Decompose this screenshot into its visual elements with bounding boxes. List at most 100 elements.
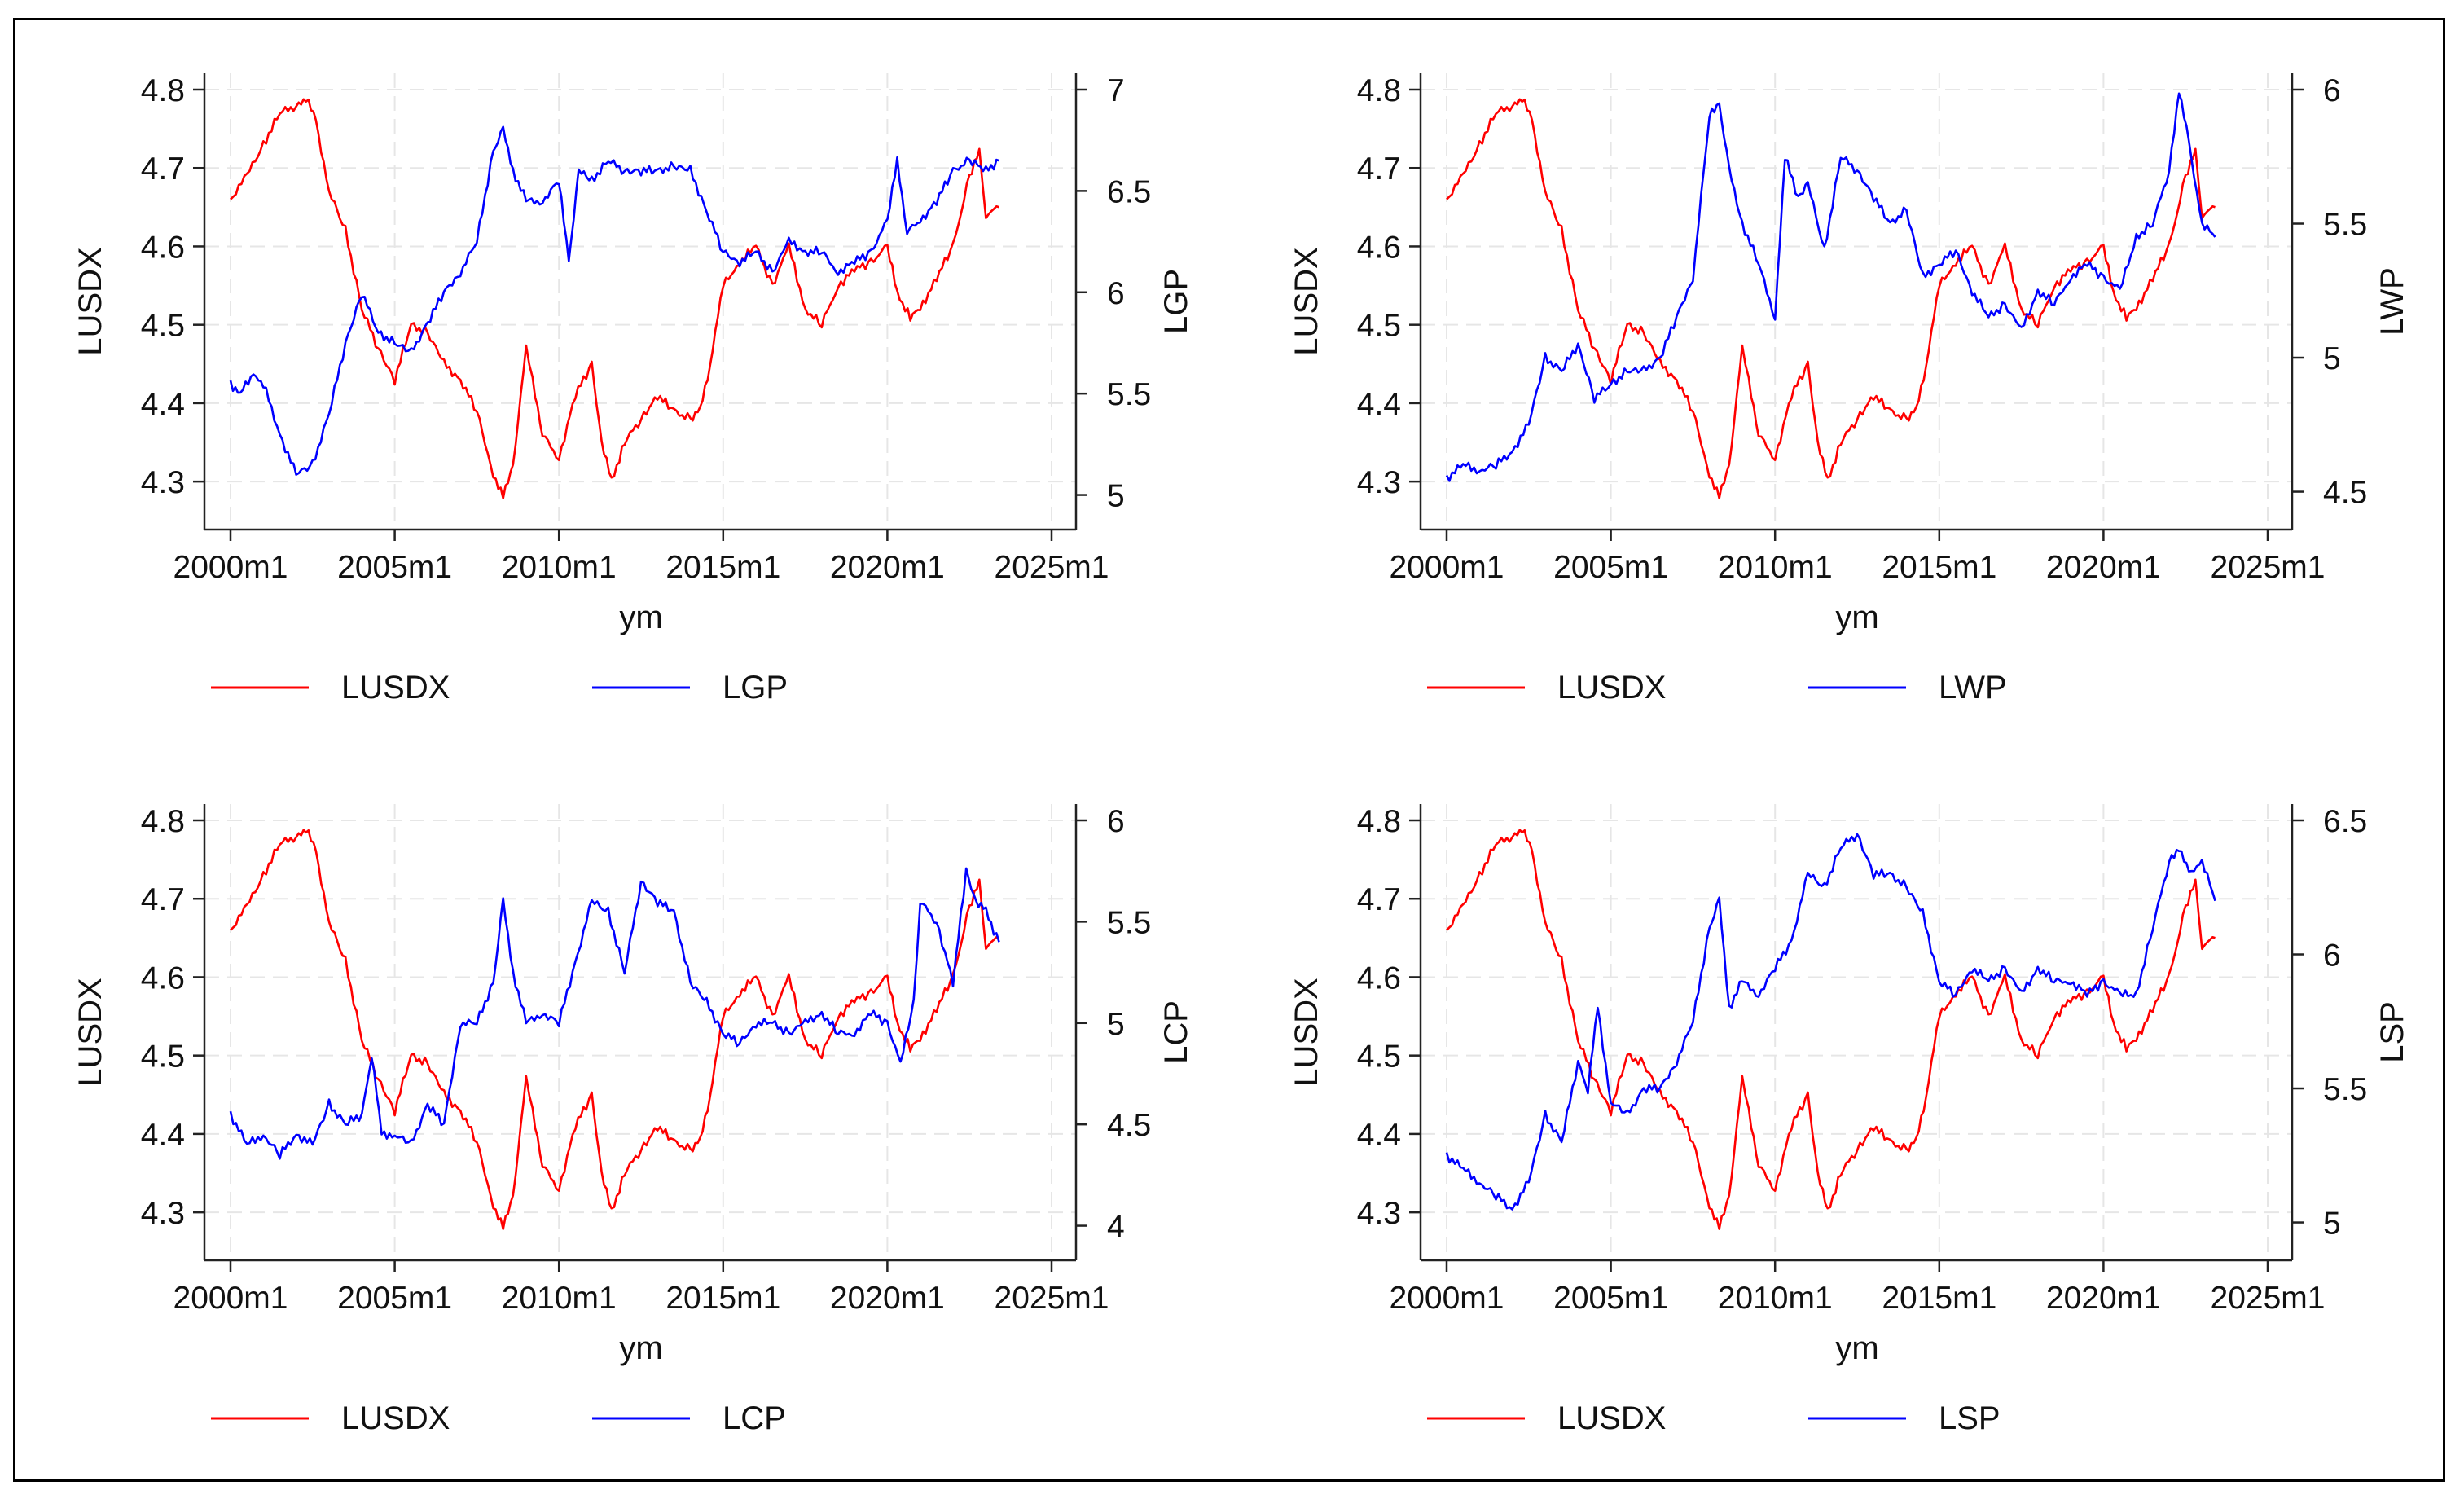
chart-panel-lcp: 4.3 4.4 4.5 4.6 4.7 4.8 4 4.5 5 5.5 6 2000m1 2005m1 2… (15, 751, 1232, 1484)
series-line-lsp (1445, 833, 2216, 1211)
chart-svg: 4.3 4.4 4.5 4.6 4.7 4.8 4 4.5 5 5.5 6 2000m1 2005m1 2… (72, 804, 1194, 1436)
legend: LUSDX LCP (211, 1400, 786, 1436)
legend-label-lusdx: LUSDX (341, 670, 450, 706)
y-left-tick-label: 4.4 (141, 1118, 185, 1153)
y-right-tick-label: 6 (2323, 73, 2341, 108)
x-axis-title: ym (1835, 600, 1878, 635)
y-right-tick-label: 5.5 (1107, 377, 1151, 412)
y-axis-right-title: LGP (1158, 269, 1194, 334)
y-right-tick-label: 6.5 (2323, 804, 2367, 839)
series-line-lusdx (1446, 829, 2216, 1230)
x-tick-label: 2025m1 (2211, 550, 2326, 585)
y-left-tick-label: 4.6 (1357, 961, 1401, 996)
y-right-tick-label: 5.5 (2323, 1072, 2367, 1107)
legend-label-lwp: LWP (1939, 670, 2007, 706)
y-left-tick-label: 4.4 (141, 387, 185, 422)
gridlines (204, 804, 1076, 1260)
x-tick-label: 2020m1 (2046, 1281, 2161, 1316)
legend-label-lcp: LCP (723, 1400, 786, 1436)
chart-svg: 4.3 4.4 4.5 4.6 4.7 4.8 5 5.5 6 6.5 7 2000m1 2005m1 2… (72, 73, 1194, 706)
legend-label-lusdx: LUSDX (1557, 670, 1666, 706)
y-left-tick-label: 4.3 (141, 465, 185, 500)
y-axis-right-title: LSP (2374, 1001, 2410, 1063)
y-left-tick-label: 4.3 (1357, 1196, 1401, 1231)
chart-panel-lgp: 4.3 4.4 4.5 4.6 4.7 4.8 5 5.5 6 6.5 7 2000m1 2005m1 2… (15, 20, 1232, 754)
legend-label-lusdx: LUSDX (341, 1400, 450, 1436)
x-axis-title: ym (619, 600, 662, 635)
x-tick-label: 2010m1 (1718, 550, 1833, 585)
y-axis-left-title: LUSDX (72, 978, 108, 1086)
x-tick-label: 2020m1 (830, 550, 945, 585)
y-left-tick-label: 4.8 (1357, 804, 1401, 839)
chart-svg: 4.3 4.4 4.5 4.6 4.7 4.8 5 5.5 6 6.5 2000m1 2005m1 20… (1289, 804, 2410, 1436)
y-axis-left-title: LUSDX (1289, 247, 1324, 355)
chart-panel-lsp: 4.3 4.4 4.5 4.6 4.7 4.8 5 5.5 6 6.5 2000m1 2005m1 20… (1232, 751, 2448, 1484)
x-tick-label: 2000m1 (173, 1281, 288, 1316)
y-left-tick-label: 4.5 (141, 309, 185, 344)
gridlines (1421, 73, 2292, 530)
y-left-tick-label: 4.7 (141, 882, 185, 917)
series-line-lusdx (230, 98, 999, 499)
y-left-tick-label: 4.4 (1357, 387, 1401, 422)
y-left-tick-label: 4.8 (141, 804, 185, 839)
x-tick-label: 2010m1 (502, 550, 617, 585)
y-right-tick-label: 4.5 (2323, 476, 2367, 511)
y-left-tick-label: 4.4 (1357, 1118, 1401, 1153)
y-axis-left-title: LUSDX (1289, 978, 1324, 1086)
y-left-tick-label: 4.7 (141, 152, 185, 187)
x-tick-label: 2015m1 (1882, 550, 1996, 585)
legend: LUSDX LWP (1427, 670, 2007, 706)
y-left-tick-label: 4.5 (141, 1040, 185, 1075)
legend-label-lsp: LSP (1939, 1400, 2001, 1436)
chart-svg: 4.3 4.4 4.5 4.6 4.7 4.8 4.5 5 5.5 6 2000m1 2005m1 20… (1289, 73, 2410, 706)
y-right-tick-label: 5.5 (2323, 208, 2367, 243)
legend-label-lusdx: LUSDX (1557, 1400, 1666, 1436)
x-axis-title: ym (1835, 1330, 1878, 1366)
x-tick-label: 2000m1 (1390, 1281, 1504, 1316)
series-line-lusdx (1446, 98, 2216, 499)
y-left-tick-label: 4.6 (1357, 230, 1401, 265)
legend-label-lgp: LGP (723, 670, 788, 706)
y-right-tick-label: 6.5 (1107, 174, 1151, 209)
y-left-tick-label: 4.6 (141, 961, 185, 996)
x-tick-label: 2005m1 (337, 1281, 452, 1316)
series-line-lgp (229, 125, 999, 476)
y-right-tick-label: 5 (2323, 1207, 2341, 1242)
x-tick-label: 2005m1 (1553, 1281, 1668, 1316)
legend: LUSDX LSP (1427, 1400, 2001, 1436)
y-right-tick-label: 5.5 (1107, 905, 1151, 940)
y-left-tick-label: 4.7 (1357, 152, 1401, 187)
x-tick-label: 2015m1 (665, 1281, 780, 1316)
y-right-tick-label: 6 (2323, 939, 2341, 974)
y-left-tick-label: 4.5 (1357, 309, 1401, 344)
figure-frame: 4.3 4.4 4.5 4.6 4.7 4.8 5 5.5 6 6.5 7 2000m1 2005m1 2… (13, 18, 2445, 1482)
gridlines (204, 73, 1076, 530)
y-right-tick-label: 7 (1107, 73, 1125, 108)
y-left-tick-label: 4.8 (1357, 73, 1401, 108)
x-tick-label: 2000m1 (1390, 550, 1504, 585)
y-right-tick-label: 6 (1107, 804, 1125, 839)
x-tick-label: 2005m1 (1553, 550, 1668, 585)
x-tick-label: 2025m1 (2211, 1281, 2326, 1316)
x-tick-label: 2010m1 (1718, 1281, 1833, 1316)
x-tick-label: 2025m1 (995, 550, 1109, 585)
y-axis-left-title: LUSDX (72, 247, 108, 355)
y-right-tick-label: 5 (2323, 341, 2341, 376)
y-right-tick-label: 4.5 (1107, 1108, 1151, 1143)
x-tick-label: 2025m1 (995, 1281, 1109, 1316)
y-left-tick-label: 4.7 (1357, 882, 1401, 917)
series-line-lusdx (230, 829, 999, 1230)
y-right-tick-label: 6 (1107, 276, 1125, 311)
y-right-tick-label: 5 (1107, 479, 1125, 514)
y-axis-right-title: LWP (2374, 267, 2410, 336)
x-axis-title: ym (619, 1330, 662, 1366)
x-tick-label: 2020m1 (2046, 550, 2161, 585)
x-tick-label: 2015m1 (1882, 1281, 1996, 1316)
y-left-tick-label: 4.8 (141, 73, 185, 108)
gridlines (1421, 804, 2292, 1260)
x-tick-label: 2020m1 (830, 1281, 945, 1316)
y-axis-right-title: LCP (1158, 1000, 1194, 1064)
y-left-tick-label: 4.6 (141, 230, 185, 265)
x-tick-label: 2005m1 (337, 550, 452, 585)
chart-panel-lwp: 4.3 4.4 4.5 4.6 4.7 4.8 4.5 5 5.5 6 2000m1 2005m1 20… (1232, 20, 2448, 754)
